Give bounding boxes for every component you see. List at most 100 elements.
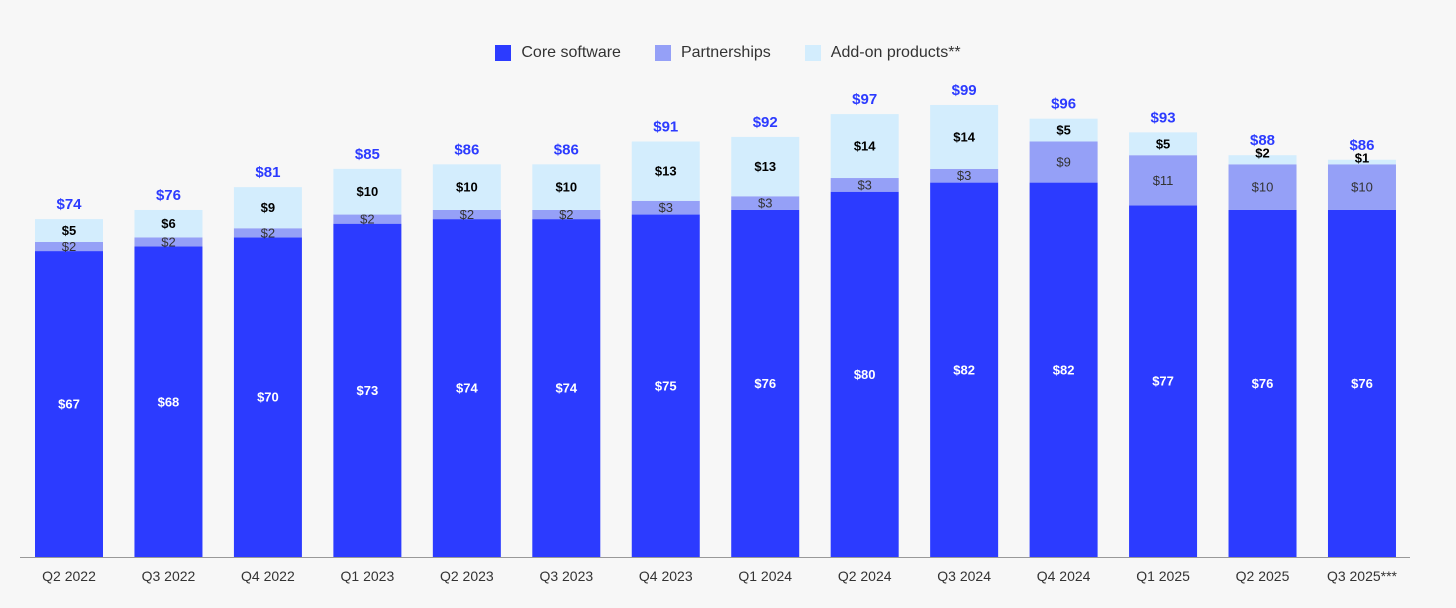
bar-segment-partnerships-12 <box>1228 164 1297 210</box>
segment-value-label: $2 <box>1255 146 1269 161</box>
bar-segment-add-on-products--1 <box>134 209 203 238</box>
bar-segment-partnerships-3 <box>333 214 402 224</box>
total-value-label: $91 <box>653 118 678 135</box>
total-value-label: $88 <box>1250 132 1275 149</box>
bar-segment-core-software-5 <box>532 219 601 557</box>
segment-value-label: $6 <box>161 216 175 231</box>
segment-value-label: $76 <box>1351 376 1373 391</box>
segment-value-label: $11 <box>1153 173 1174 188</box>
legend-label: Partnerships <box>680 44 771 61</box>
segment-value-label: $13 <box>655 164 677 179</box>
bar-segment-core-software-9 <box>930 182 999 557</box>
segment-value-label: $10 <box>555 180 577 195</box>
x-tick-label: Q4 2023 <box>639 568 693 584</box>
legend-item-0: Core software <box>495 44 621 62</box>
bar-segment-core-software-3 <box>333 223 402 557</box>
segment-value-label: $73 <box>357 383 379 398</box>
segment-value-label: $3 <box>957 168 971 183</box>
segment-value-label: $2 <box>360 212 374 227</box>
segment-value-label: $9 <box>1056 155 1070 170</box>
x-tick-label: Q2 2022 <box>42 568 96 584</box>
segment-value-label: $9 <box>261 200 275 215</box>
chart-legend: Core software Partnerships Add-on products… <box>0 44 1456 62</box>
segment-value-label: $5 <box>1156 136 1170 151</box>
segment-value-label: $82 <box>953 362 975 377</box>
bar-segment-partnerships-10 <box>1029 141 1098 183</box>
bar-segment-partnerships-4 <box>432 209 501 220</box>
bar-segment-partnerships-0 <box>35 241 103 252</box>
x-tick-label: Q1 2025 <box>1136 568 1190 584</box>
bar-segment-partnerships-9 <box>930 168 999 183</box>
total-value-label: $99 <box>952 82 977 99</box>
legend-swatch <box>495 45 512 61</box>
segment-value-label: $10 <box>456 180 478 195</box>
segment-value-label: $5 <box>62 223 76 238</box>
bar-segment-core-software-7 <box>731 209 800 557</box>
bar-segment-partnerships-11 <box>1129 155 1198 206</box>
segment-value-label: $68 <box>158 394 180 409</box>
total-value-label: $85 <box>355 146 380 163</box>
bar-segment-add-on-products--10 <box>1029 118 1098 142</box>
bar-segment-partnerships-8 <box>830 178 899 192</box>
bar-segment-core-software-8 <box>830 191 899 557</box>
bar-segment-core-software-4 <box>432 219 501 557</box>
bar-segment-add-on-products--12 <box>1228 155 1297 165</box>
segment-value-label: $14 <box>854 139 876 154</box>
segment-value-label: $3 <box>857 177 871 192</box>
segment-value-label: $5 <box>1056 123 1070 138</box>
x-tick-label: Q2 2025 <box>1236 568 1290 584</box>
segment-value-label: $76 <box>1252 376 1274 391</box>
segment-value-label: $76 <box>754 376 776 391</box>
total-value-label: $76 <box>156 187 181 204</box>
bar-segment-core-software-0 <box>35 251 103 557</box>
segment-value-label: $3 <box>758 196 772 211</box>
bar-segment-partnerships-1 <box>134 237 203 247</box>
bar-segment-core-software-2 <box>233 237 302 557</box>
bar-segment-add-on-products--13 <box>1327 159 1396 165</box>
bar-segment-partnerships-6 <box>631 200 700 215</box>
x-tick-label: Q3 2024 <box>937 568 991 584</box>
bar-segment-partnerships-13 <box>1327 164 1396 210</box>
total-value-label: $96 <box>1051 96 1076 113</box>
x-tick-label: Q2 2024 <box>838 568 892 584</box>
total-value-label: $97 <box>852 91 877 108</box>
total-value-label: $93 <box>1151 109 1176 126</box>
x-tick-label: Q3 2025*** <box>1327 568 1398 584</box>
total-value-label: $92 <box>753 114 778 131</box>
x-tick-label: Q3 2023 <box>539 568 593 584</box>
legend-item-1: Partnerships <box>654 44 771 62</box>
x-tick-label: Q4 2024 <box>1037 568 1091 584</box>
bar-segment-add-on-products--7 <box>731 136 800 197</box>
segment-value-label: $1 <box>1355 150 1369 165</box>
segment-value-label: $77 <box>1152 374 1174 389</box>
segment-value-label: $67 <box>58 397 80 412</box>
total-value-label: $86 <box>554 141 579 158</box>
total-value-label: $74 <box>56 196 82 213</box>
segment-value-label: $80 <box>854 367 876 382</box>
bar-segment-partnerships-5 <box>532 209 601 220</box>
segment-value-label: $2 <box>62 239 76 254</box>
total-value-label: $81 <box>255 164 280 181</box>
bar-segment-core-software-12 <box>1228 209 1297 557</box>
bar-segment-core-software-1 <box>134 246 203 557</box>
segment-value-label: $75 <box>655 378 677 393</box>
segment-value-label: $2 <box>261 225 275 240</box>
legend-label: Add-on products** <box>830 44 961 61</box>
segment-value-label: $10 <box>357 184 379 199</box>
bar-segment-add-on-products--9 <box>930 104 999 169</box>
segment-value-label: $3 <box>659 200 673 215</box>
bar-segment-core-software-6 <box>631 214 700 558</box>
segment-value-label: $13 <box>754 159 776 174</box>
segment-value-label: $2 <box>161 234 175 249</box>
bar-segment-partnerships-2 <box>233 228 302 238</box>
x-tick-label: Q4 2022 <box>241 568 295 584</box>
bar-segment-add-on-products--3 <box>333 168 402 215</box>
segment-value-label: $74 <box>456 381 478 396</box>
segment-value-label: $70 <box>257 390 279 405</box>
segment-value-label: $10 <box>1252 180 1274 195</box>
bar-segment-add-on-products--0 <box>35 219 103 242</box>
bar-segment-core-software-10 <box>1029 182 1098 557</box>
bar-segment-add-on-products--4 <box>432 164 501 210</box>
segment-value-label: $82 <box>1053 362 1075 377</box>
